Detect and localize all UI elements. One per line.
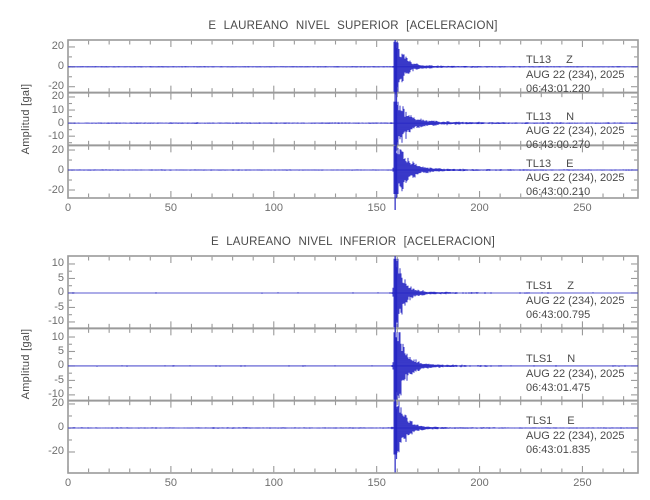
trace-waveform-TLS1-E <box>69 401 637 455</box>
x-tick-label: 50 <box>164 477 177 489</box>
y-tick-label: -20 <box>48 80 64 93</box>
station-code: TLS1 <box>526 415 553 428</box>
trace-time: 06:43:01.475 <box>526 382 591 395</box>
x-tick-label: 200 <box>470 202 489 214</box>
component-code: E <box>566 157 574 170</box>
y-tick-label: 20 <box>51 90 64 103</box>
y-tick-label: -10 <box>48 315 64 328</box>
x-tick-label: 50 <box>164 202 177 214</box>
trace-info-TL13-Z: TL13 Z AUG 22 (234), 2025 06:43:01.220 <box>526 53 624 96</box>
panel-title-superior: E LAUREANO NIVEL SUPERIOR [ACELERACION] <box>208 20 498 32</box>
y-tick-label: -10 <box>48 388 64 401</box>
y-tick-label: 0 <box>57 286 64 299</box>
y-tick-label: -10 <box>48 129 64 142</box>
trace-date: AUG 22 (234), 2025 <box>526 125 625 138</box>
panel-title-inferior: E LAUREANO NIVEL INFERIOR [ACELERACION] <box>210 236 496 248</box>
y-tick-label: 10 <box>51 103 64 116</box>
component-code: Z <box>566 54 573 67</box>
y-tick-label: 0 <box>57 359 64 372</box>
trace-info-TL13-E: TL13 E AUG 22 (234), 2025 06:43:00.210 <box>526 157 624 200</box>
x-tick-label: 100 <box>264 202 283 214</box>
trace-date: AUG 22 (234), 2025 <box>526 367 625 380</box>
trace-id-line: TLS1 N <box>526 352 624 366</box>
trace-time: 06:43:00.795 <box>526 309 591 322</box>
trace-waveform-TL13-N <box>68 101 637 145</box>
x-tick-label: 200 <box>470 477 489 489</box>
trace-date: AUG 22 (234), 2025 <box>526 171 625 184</box>
y-tick-label: 20 <box>51 397 64 410</box>
trace-info-TLS1-N: TLS1 N AUG 22 (234), 2025 06:43:01.475 <box>526 352 624 395</box>
panel-1 <box>67 255 639 474</box>
trace-waveform-TLS1-Z <box>72 258 594 328</box>
x-tick-label: 0 <box>64 477 72 489</box>
trace-time: 06:43:01.835 <box>526 444 591 457</box>
trace-id-line: TLS1 Z <box>526 279 624 293</box>
station-code: TL13 <box>526 157 552 170</box>
trace-waveform-TL13-E <box>68 146 637 194</box>
trace-date: AUG 22 (234), 2025 <box>526 429 625 442</box>
component-code: Z <box>567 280 575 293</box>
component-code: N <box>567 353 576 366</box>
x-tick-label: 100 <box>264 477 283 489</box>
component-code: E <box>567 415 575 428</box>
y-tick-label: 0 <box>57 163 64 176</box>
y-tick-label: 0 <box>57 116 64 129</box>
trace-time: 06:43:01.220 <box>526 83 591 96</box>
station-code: TLS1 <box>526 353 553 366</box>
station-code: TLS1 <box>526 280 553 293</box>
x-tick-label: 250 <box>573 477 592 489</box>
trace-id-line: TL13 Z <box>526 53 624 67</box>
y-tick-label: 5 <box>57 271 64 284</box>
panel-frame <box>67 255 639 474</box>
y-tick-label: 5 <box>57 344 64 357</box>
y-tick-label: -5 <box>54 373 64 386</box>
trace-id-line: TL13 N <box>526 110 624 124</box>
y-tick-label: 10 <box>51 330 64 343</box>
y-tick-label: -20 <box>48 445 64 458</box>
station-code: TL13 <box>526 110 552 123</box>
component-code: N <box>566 110 575 123</box>
y-tick-label: -20 <box>48 183 64 196</box>
x-tick-label: 250 <box>573 202 592 214</box>
trace-date: AUG 22 (234), 2025 <box>526 68 625 81</box>
trace-info-TLS1-E: TLS1 E AUG 22 (234), 2025 06:43:01.835 <box>526 414 624 457</box>
y-tick-label: 0 <box>57 60 64 73</box>
y-tick-label: 0 <box>57 421 64 434</box>
trace-waveform-TL13-Z <box>68 41 637 92</box>
trace-id-line: TLS1 E <box>526 414 624 428</box>
y-tick-label: -5 <box>54 300 64 313</box>
panel-0 <box>67 39 639 210</box>
trace-time: 06:43:00.210 <box>526 186 591 199</box>
trace-id-line: TL13 E <box>526 157 624 171</box>
x-tick-label: 150 <box>367 477 386 489</box>
trace-info-TL13-N: TL13 N AUG 22 (234), 2025 06:43:00.270 <box>526 110 624 153</box>
y-tick-label: 10 <box>51 257 64 270</box>
trace-info-TLS1-Z: TLS1 Z AUG 22 (234), 2025 06:43:00.795 <box>526 279 624 322</box>
panel-frame <box>67 39 639 199</box>
x-tick-label: 150 <box>367 202 386 214</box>
y-tick-label: 20 <box>51 40 64 53</box>
x-tick-label: 0 <box>64 202 72 214</box>
y-tick-label: 20 <box>51 143 64 156</box>
station-code: TL13 <box>526 54 552 67</box>
trace-waveform-TLS1-N <box>96 332 626 400</box>
trace-time: 06:43:00.270 <box>526 139 591 152</box>
trace-date: AUG 22 (234), 2025 <box>526 294 625 307</box>
